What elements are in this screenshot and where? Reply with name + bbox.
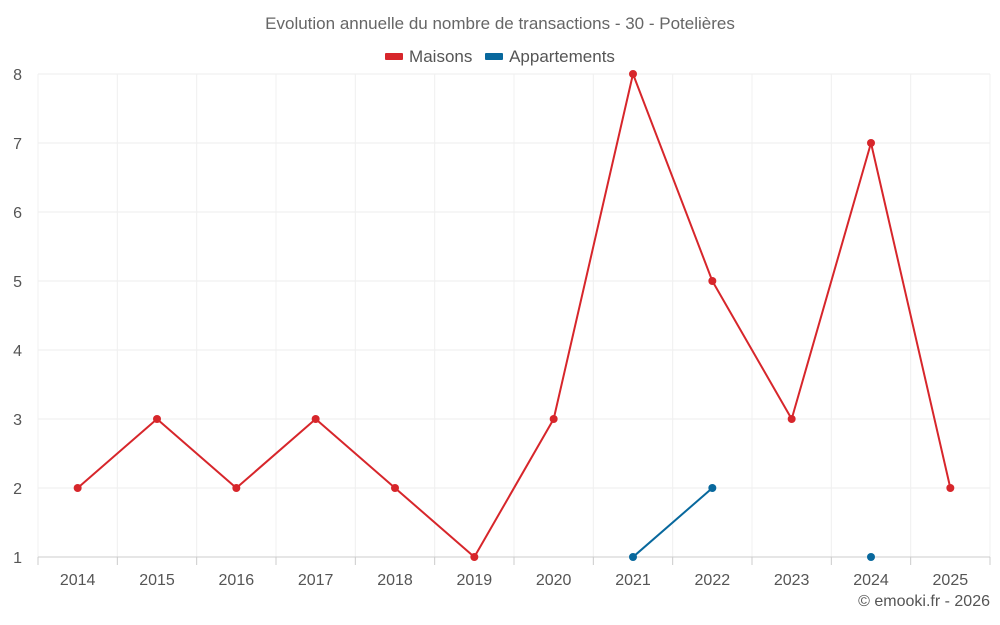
data-point-maisons bbox=[311, 415, 320, 423]
legend-label-maisons: Maisons bbox=[409, 46, 473, 66]
x-tick-label: 2023 bbox=[774, 572, 810, 589]
series-appartements bbox=[629, 484, 875, 561]
data-point-appartements bbox=[867, 553, 875, 561]
x-tick-label: 2015 bbox=[139, 572, 175, 589]
data-point-appartements bbox=[708, 484, 717, 492]
y-tick-label: 3 bbox=[13, 412, 22, 429]
series-line-maisons bbox=[156, 418, 238, 489]
x-tick-label: 2024 bbox=[853, 572, 889, 589]
legend-swatch-appartements bbox=[485, 53, 504, 60]
data-point-appartements bbox=[629, 553, 637, 561]
series-maisons bbox=[73, 70, 955, 561]
series-line-maisons bbox=[76, 418, 158, 489]
data-point-maisons bbox=[787, 415, 796, 423]
y-tick-label: 4 bbox=[13, 343, 22, 360]
grid bbox=[37, 73, 991, 557]
legend-item-maisons[interactable]: Maisons bbox=[385, 47, 472, 67]
legend: Maisons Appartements bbox=[0, 45, 1000, 67]
series-line-maisons bbox=[711, 280, 793, 420]
series-line-maisons bbox=[870, 142, 952, 489]
y-tick-label: 8 bbox=[13, 67, 22, 84]
series-line-maisons bbox=[314, 418, 396, 489]
axes: 1 2 3 4 5 6 7 8 2014 2015 2016 2017 2018 2019 2020 2021… bbox=[13, 67, 991, 589]
series-line-maisons bbox=[394, 487, 476, 558]
y-tick-label: 7 bbox=[13, 136, 22, 153]
y-tick-label: 1 bbox=[13, 550, 22, 567]
x-tick-label: 2025 bbox=[933, 572, 969, 589]
y-tick-label: 6 bbox=[13, 205, 22, 222]
x-tick-label: 2016 bbox=[219, 572, 255, 589]
y-tick-label: 2 bbox=[13, 481, 22, 498]
series-line-maisons bbox=[632, 73, 714, 282]
series-line-maisons bbox=[790, 142, 872, 420]
data-point-maisons bbox=[946, 484, 955, 492]
data-point-maisons bbox=[708, 277, 717, 285]
series-line-maisons bbox=[235, 418, 317, 489]
data-point-maisons bbox=[73, 484, 82, 492]
data-point-maisons bbox=[629, 70, 637, 78]
data-point-maisons bbox=[867, 139, 875, 147]
x-tick-label: 2014 bbox=[60, 572, 96, 589]
legend-item-appartements[interactable]: Appartements bbox=[485, 47, 615, 67]
credit-text: © emooki.fr - 2026 bbox=[858, 593, 990, 610]
data-point-maisons bbox=[391, 484, 399, 492]
x-tick-label: 2017 bbox=[298, 572, 334, 589]
data-point-maisons bbox=[549, 415, 558, 423]
data-point-maisons bbox=[470, 553, 479, 561]
legend-label-appartements: Appartements bbox=[509, 46, 615, 66]
series-line-maisons bbox=[552, 73, 634, 420]
y-tick-label: 5 bbox=[13, 274, 22, 291]
x-tick-label: 2018 bbox=[377, 572, 413, 589]
x-tick-label: 2019 bbox=[457, 572, 493, 589]
data-point-maisons bbox=[232, 484, 241, 492]
data-point-maisons bbox=[153, 415, 161, 423]
chart-title: Evolution annuelle du nombre de transact… bbox=[265, 14, 735, 33]
x-tick-label: 2022 bbox=[695, 572, 731, 589]
x-tick-label: 2020 bbox=[536, 572, 572, 589]
series-line-appartements bbox=[632, 487, 714, 558]
x-tick-label: 2021 bbox=[615, 572, 651, 589]
series-line-maisons bbox=[473, 418, 555, 558]
legend-swatch-maisons bbox=[385, 53, 404, 60]
series bbox=[73, 70, 955, 561]
